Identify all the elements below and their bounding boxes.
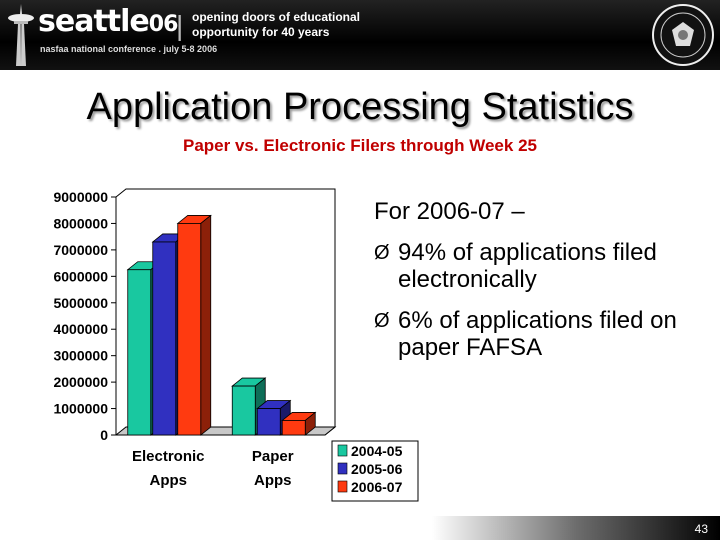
header-banner: seattle06 nasfaa national conference . j…: [0, 0, 720, 70]
bullet-text: 6% of applications filed on paper FAFSA: [398, 307, 677, 361]
department-seal-icon: [652, 4, 714, 66]
bar: [231, 385, 256, 436]
page-number: 43: [694, 522, 708, 536]
x-category-label: Paper: [252, 448, 294, 465]
bullet-item-electronic: Ø 94% of applications filed electronical…: [374, 239, 704, 293]
tagline-line-2: opportunity for 40 years: [192, 25, 330, 39]
y-tick-label: 9000000: [53, 189, 108, 205]
arrow-bullet-icon: Ø: [374, 242, 390, 264]
y-tick-label: 4000000: [53, 321, 108, 337]
y-tick-label: 8000000: [53, 215, 108, 231]
space-needle-logo: [8, 4, 34, 66]
legend: 2004-05 2005-06 2006-07: [331, 440, 419, 502]
slide-title: Application Processing Statistics: [86, 86, 634, 128]
footer-gradient: [0, 516, 720, 540]
bar: [177, 223, 202, 436]
legend-swatch: [337, 444, 348, 457]
bullet-item-paper: Ø 6% of applications filed on paper FAFS…: [374, 307, 704, 361]
legend-label: 2006-07: [351, 479, 403, 495]
bullet-intro: For 2006-07 –: [374, 198, 525, 225]
tagline-line-1: opening doors of educational: [192, 10, 360, 24]
y-tick-label: 5000000: [53, 295, 108, 311]
brand-year: 06: [148, 12, 179, 37]
bar-side: [200, 214, 212, 436]
y-tick-label: 3000000: [53, 348, 108, 364]
bullet-text: 94% of applications filed electronically: [398, 239, 657, 293]
conference-line: nasfaa national conference . july 5-8 20…: [40, 44, 218, 54]
bar-chart: 0 1000000 2000000 3000000 4000000 5000000 6000…: [53, 188, 419, 502]
banner-separator: |: [176, 10, 184, 41]
bar: [127, 269, 152, 436]
y-tick-label: 1000000: [53, 401, 108, 417]
bullet-panel: For 2006-07 – Ø 94% of applications file…: [374, 198, 704, 361]
y-tick-label: 6000000: [53, 268, 108, 284]
x-category-label: Apps: [254, 472, 292, 489]
arrow-bullet-icon: Ø: [374, 310, 390, 332]
y-tick-label: 7000000: [53, 242, 108, 258]
legend-swatch: [337, 480, 348, 493]
legend-label: 2004-05: [351, 443, 403, 459]
x-category-label: Apps: [150, 472, 188, 489]
y-tick-label: 2000000: [53, 374, 108, 390]
bar: [152, 241, 177, 436]
slide-subtitle: Paper vs. Electronic Filers through Week…: [183, 136, 537, 155]
legend-label: 2005-06: [351, 461, 403, 477]
bar: [281, 420, 306, 436]
brand-wordmark: seattle06: [38, 4, 179, 39]
y-tick-label: 0: [100, 427, 108, 443]
x-category-label: Electronic: [132, 448, 205, 465]
bar: [256, 408, 281, 436]
legend-swatch: [337, 462, 348, 475]
